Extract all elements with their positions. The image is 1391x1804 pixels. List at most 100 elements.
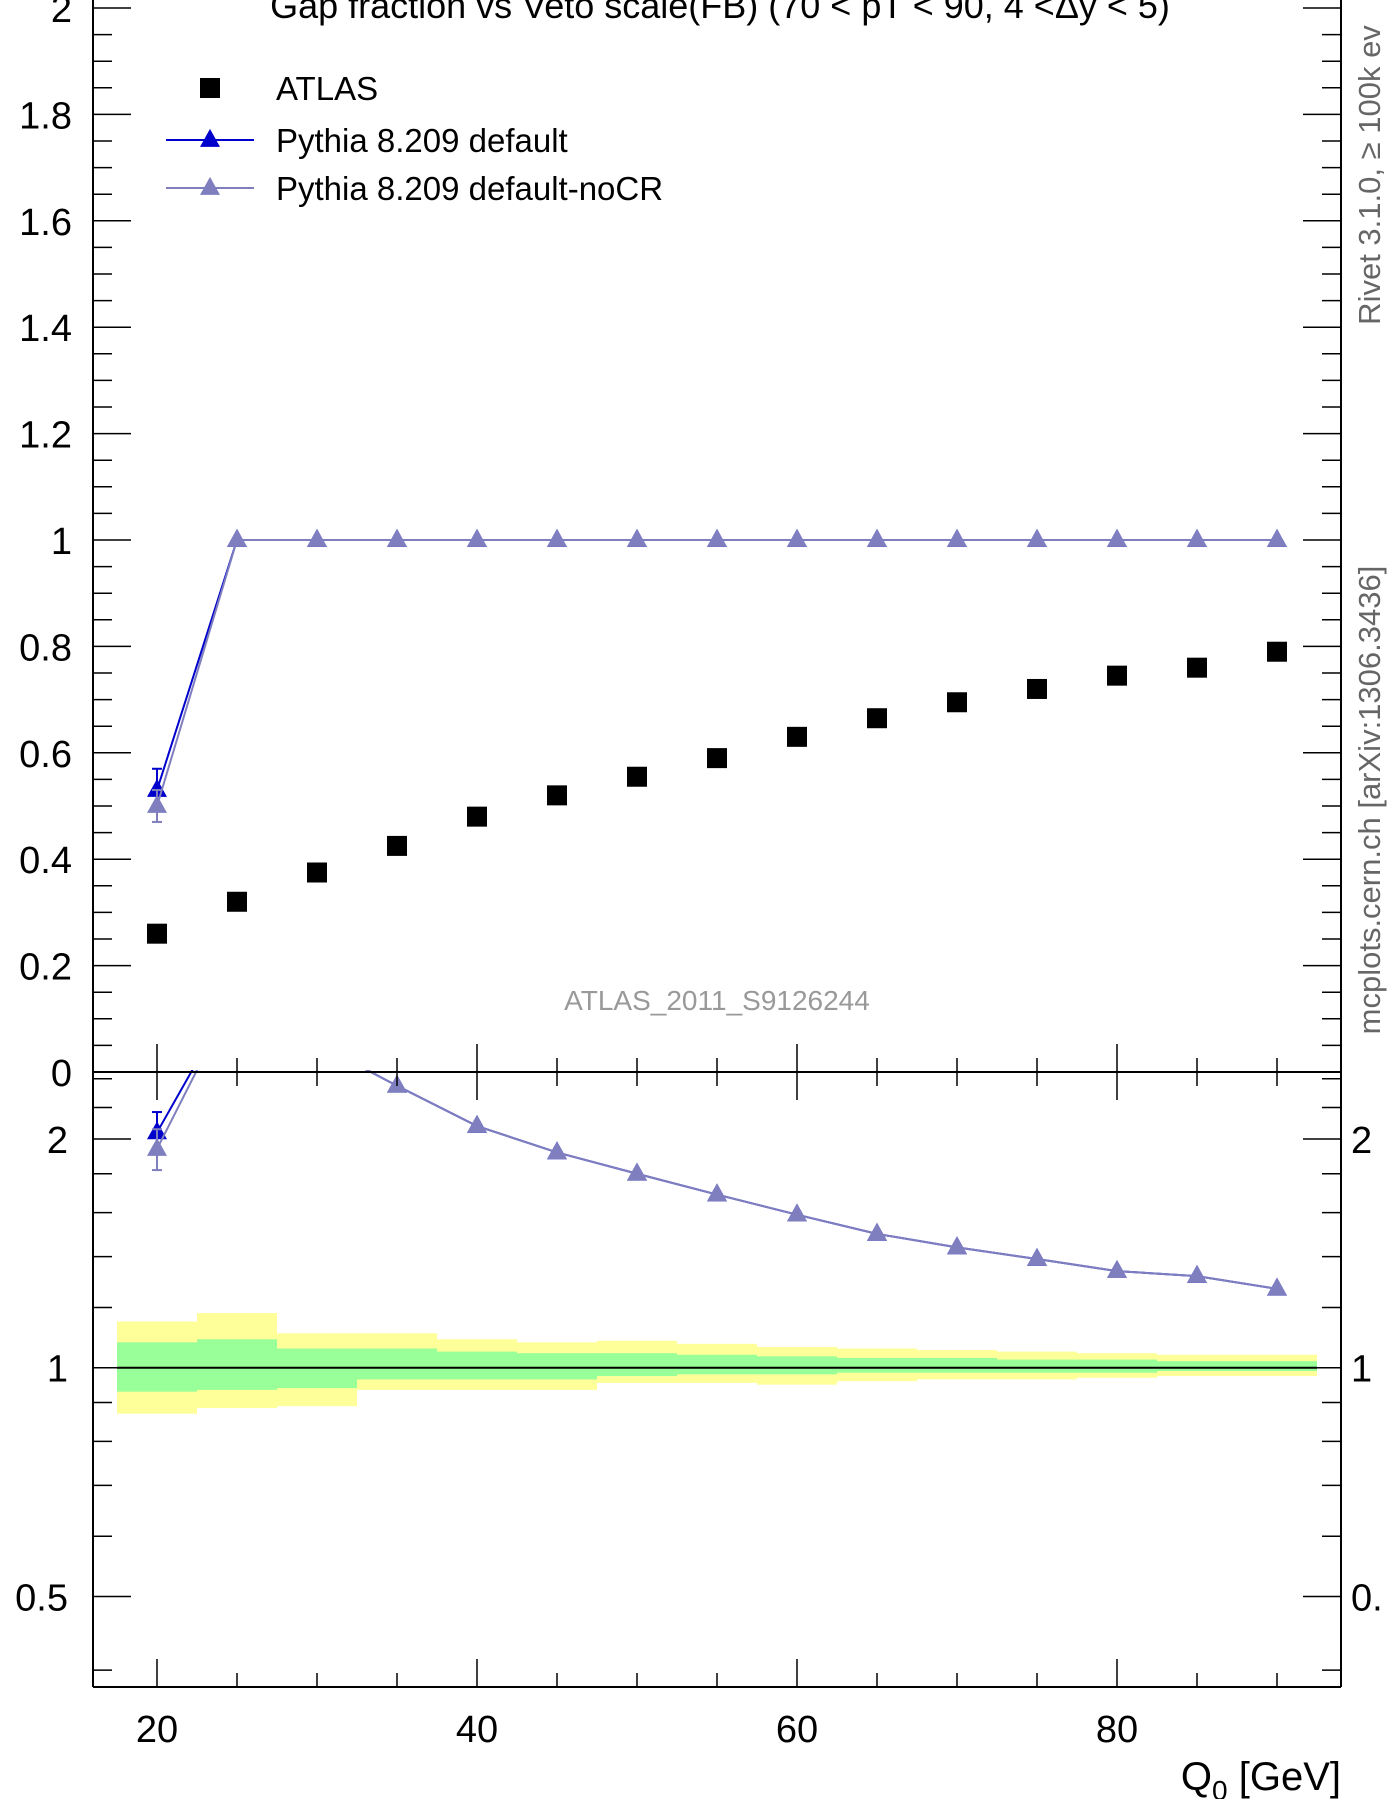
atlas-data-point [547, 785, 567, 806]
legend: ATLAS Pythia 8.209 default Pythia 8.209 de… [166, 70, 663, 207]
ratio-nocr-line [156, 1070, 1278, 1290]
main-nocr-point [1267, 528, 1287, 547]
atlas-data-point [1187, 657, 1207, 678]
y-tick-label: 0.4 [19, 840, 72, 882]
ratio-default-point [307, 1032, 327, 1050]
atlas-data-point [307, 862, 327, 883]
legend-atlas-marker [200, 78, 220, 98]
main-nocr-point [147, 794, 167, 813]
legend-label: Pythia 8.209 default [276, 122, 568, 159]
ratio-uncertainty-bands [117, 1313, 1317, 1414]
main-nocr-point [707, 528, 727, 547]
atlas-data-point [867, 708, 887, 729]
ratio-nocr-point [867, 1222, 887, 1241]
y-tick-label: 0.6 [19, 734, 72, 776]
y-tick-label: 0.2 [19, 947, 72, 989]
atlas-data-point [1107, 665, 1127, 686]
atlas-data-point [387, 835, 407, 856]
x-tick-label: 80 [1096, 1709, 1138, 1751]
atlas-data-point [147, 923, 167, 944]
y-tick-label: 1.2 [19, 415, 72, 457]
y-tick-label: 1.4 [19, 308, 72, 350]
y-tick-label: 0 [51, 1053, 72, 1095]
ratio-nocr-point [467, 1114, 487, 1133]
main-nocr-point [467, 528, 487, 547]
inner-band-bin [757, 1356, 837, 1375]
main-nocr-point [227, 528, 247, 547]
ratio-nocr-point [1027, 1247, 1047, 1266]
main-series-group [147, 528, 1287, 944]
inner-band-bin [517, 1353, 597, 1380]
inner-band-bin [917, 1357, 997, 1373]
main-nocr-point [867, 528, 887, 547]
axis-ticks [93, 7, 1341, 1687]
atlas-data-point [467, 806, 487, 827]
y-tick-label: 1 [51, 521, 72, 563]
ratio-nocr-point [147, 1137, 167, 1156]
atlas-data-point [227, 891, 247, 912]
y-tick-label: 1.6 [19, 202, 72, 244]
legend-nocr-marker [200, 176, 220, 195]
inner-band-bin [1077, 1359, 1157, 1373]
legend-default-marker [200, 128, 220, 147]
x-tick-label: 20 [136, 1709, 178, 1751]
x-axis-label-unit: [GeV] [1228, 1755, 1341, 1799]
x-axis-label-sub: 0 [1212, 1775, 1228, 1799]
atlas-data-point [1267, 641, 1287, 662]
ratio-default-line [156, 1070, 1278, 1290]
y-tick-label: 2 [51, 0, 72, 31]
inner-band-bin [357, 1348, 437, 1380]
chart-title: Gap fraction vs Veto scale(FB) (70 < pT … [270, 0, 1170, 26]
x-axis-label-main: Q [1181, 1755, 1212, 1799]
main-nocr-point [307, 528, 327, 547]
ratio-nocr-point [1107, 1259, 1127, 1278]
ratio-nocr-point [627, 1162, 647, 1181]
atlas-data-point [627, 766, 647, 787]
generator-label: Rivet 3.1.0, ≥ 100k ev [1352, 25, 1387, 325]
ratio-nocr-point [1187, 1264, 1207, 1283]
main-nocr-point [1187, 528, 1207, 547]
ratio-nocr-point [707, 1183, 727, 1202]
atlas-data-point [787, 726, 807, 747]
main-nocr-point [627, 528, 647, 547]
atlas-data-point [947, 692, 967, 713]
main-nocr-point [787, 528, 807, 547]
main-nocr-point [387, 528, 407, 547]
ratio-y-tick-label-right: 2 [1351, 1120, 1372, 1162]
x-axis-label: Q0 [GeV] [1181, 1755, 1341, 1799]
main-nocr-point [547, 528, 567, 547]
inner-band-bin [1237, 1361, 1317, 1372]
y-tick-label: 1.8 [19, 95, 72, 137]
legend-label: Pythia 8.209 default-noCR [276, 170, 663, 207]
ratio-y-tick-label-right: 0. [1351, 1577, 1383, 1619]
ratio-nocr-point [547, 1141, 567, 1160]
ratio-nocr-point [227, 980, 247, 998]
legend-label: ATLAS [276, 70, 378, 107]
plot-frames [92, 0, 1342, 1688]
inner-band-bin [997, 1359, 1077, 1373]
atlas-data-point [1027, 678, 1047, 699]
ratio-nocr-point [1267, 1277, 1287, 1296]
ratio-series-group [147, 980, 1287, 1296]
y-tick-label: 0.8 [19, 627, 72, 669]
main-nocr-point [1107, 528, 1127, 547]
x-tick-label: 60 [776, 1709, 818, 1751]
analysis-label: ATLAS_2011_S9126244 [564, 985, 870, 1016]
source-label: mcplots.cern.ch [arXiv:1306.3436] [1352, 566, 1387, 1035]
ratio-nocr-point [947, 1236, 967, 1255]
inner-band-bin [597, 1353, 677, 1377]
ratio-nocr-point [307, 1032, 327, 1050]
inner-band-bin [437, 1351, 517, 1380]
ratio-y-tick-label-right: 1 [1351, 1349, 1372, 1391]
ratio-y-tick-label-left: 0.5 [15, 1577, 68, 1619]
inner-band-bin [837, 1357, 917, 1373]
inner-band-bin [1157, 1361, 1237, 1372]
inner-band-bin [677, 1354, 757, 1375]
ratio-default-point [227, 980, 247, 998]
ratio-y-tick-label-left: 2 [47, 1120, 68, 1162]
ratio-y-tick-label-left: 1 [47, 1349, 68, 1391]
main-nocr-point [947, 528, 967, 547]
